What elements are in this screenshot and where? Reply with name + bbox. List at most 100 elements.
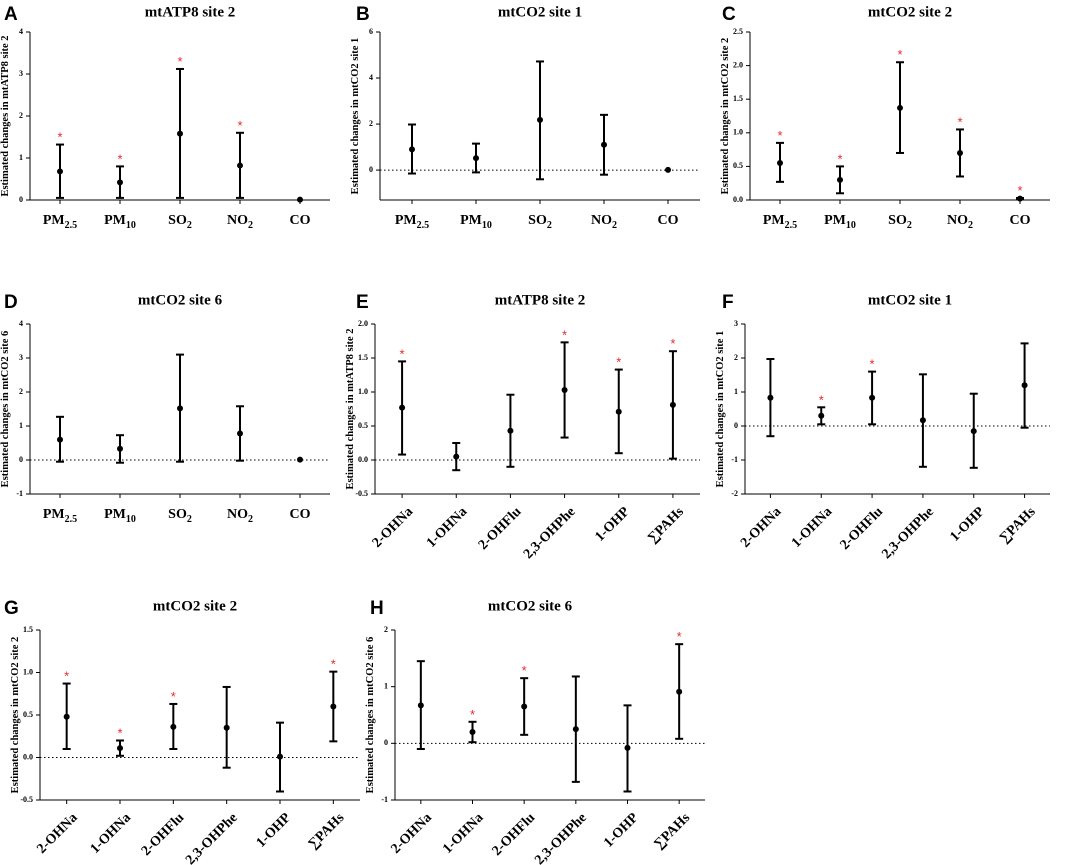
x-tick-label-subscript: 2.5 [65,220,78,231]
x-tick-label: 1-OHP [601,810,642,851]
data-point [615,408,622,415]
y-axis-label: Estimated changes in mtATP8 site 2 [0,35,11,196]
chart-title: mtATP8 site 2 [495,292,586,308]
x-tick-label: 1-OHNa [424,504,470,550]
data-point [624,744,631,751]
x-tick-label: NO2 [947,213,973,231]
data-point [63,713,70,720]
x-tick-label: PM2.5 [43,213,77,231]
x-tick-label-base: CO [290,507,311,522]
x-tick-label: 2-OHNa [370,504,416,550]
x-tick-label-subscript: 2 [612,220,617,231]
data-point [177,130,183,137]
x-tick-label: PM2.5 [43,507,77,525]
x-tick-label: 1-OHP [254,810,295,851]
x-tick-label: 1-OHNa [789,504,835,550]
y-axis-label: Estimated changes in mtCO2 site 6 [365,637,376,794]
x-tick-label-subscript: 10 [846,220,856,231]
x-tick-label: PM2.5 [395,213,429,231]
y-tick-label: 2 [19,111,23,120]
y-tick-label: 1.0 [358,387,368,396]
y-tick-label: 1 [19,153,23,162]
y-tick-label: 0 [19,195,23,204]
x-tick-label: 2-OHNa [34,810,80,856]
x-tick-label-subscript: 10 [482,220,492,231]
data-point [767,394,774,401]
y-tick-label: 0 [384,738,388,747]
chart-title: mtCO2 site 6 [138,292,223,308]
y-tick-label: 6 [369,27,373,36]
x-tick-label: SO2 [528,213,552,231]
x-tick-label-base: PM [43,507,65,522]
y-tick-label: 1 [734,387,738,396]
x-tick-label: 2,3-OHPhe [532,810,590,865]
y-tick-label: 3 [734,319,738,328]
x-tick-label: ∑PAHs [652,810,694,852]
chart-title: mtCO2 site 1 [498,4,582,20]
data-point [469,729,476,735]
data-point [669,401,676,408]
x-tick-label-base: SO [528,213,547,228]
y-tick-label: 1 [19,421,23,430]
significance-star: * [400,346,405,361]
y-axis-label: Estimated changes in mtCO2 site 6 [0,331,11,488]
data-point [117,179,123,186]
x-tick-label-subscript: 10 [126,514,136,525]
y-tick-label: 2 [19,387,23,396]
x-tick-label: 1-OHNa [88,810,134,856]
x-tick-label: SO2 [168,507,192,525]
significance-star: * [897,47,902,62]
x-tick-label-subscript: 2.5 [785,220,798,231]
y-tick-label: 0.5 [733,161,743,170]
data-point [919,417,926,424]
x-tick-label: 2,3-OHPhe [521,504,579,562]
y-tick-label: 2.0 [358,319,368,328]
panel-letter: E [356,292,369,313]
x-tick-label: ∑PAHs [306,810,348,852]
x-tick-label: 1-OHP [592,504,633,545]
significance-star: * [64,669,69,684]
x-tick-label: ∑PAHs [997,504,1039,546]
significance-star: * [1017,183,1022,198]
y-tick-label: 0.5 [358,421,368,430]
y-tick-label: 0.0 [358,455,368,464]
data-point [117,445,123,452]
y-tick-label: 0 [19,455,23,464]
data-point [601,141,607,148]
x-tick-label-subscript: 2 [968,220,973,231]
significance-star: * [171,689,176,704]
significance-star: * [57,130,62,145]
x-tick-label: NO2 [227,213,253,231]
y-axis-label: Estimated changes in mtCO2 site 2 [720,38,731,195]
y-tick-label: 2.5 [733,27,743,36]
y-axis-label: Estimated changes in mtCO2 site 1 [350,38,361,195]
x-tick-label-subscript: 2 [248,514,253,525]
data-point [117,745,123,752]
chart-title: mtCO2 site 1 [868,292,952,308]
x-tick-label: 1-OHNa [440,810,486,856]
data-point [507,427,514,434]
y-tick-label: 1 [384,681,388,690]
panel-letter: G [4,598,19,619]
x-tick-label-subscript: 2.5 [417,220,430,231]
x-tick-label: CO [658,213,679,228]
x-tick-label: CO [290,507,311,522]
y-tick-label: 4 [19,27,23,36]
x-tick-label-base: CO [290,213,311,228]
data-point [777,160,783,167]
data-point [1021,382,1028,389]
y-tick-label: 2 [384,625,388,634]
data-point [572,726,579,733]
significance-star: * [331,657,336,672]
y-tick-label: -1 [731,455,738,464]
x-tick-label-base: PM [763,213,785,228]
x-tick-label: PM10 [824,213,856,231]
y-tick-label: 1.5 [23,625,33,634]
x-tick-label-subscript: 2 [187,220,192,231]
x-tick-label-subscript: 2 [547,220,552,231]
